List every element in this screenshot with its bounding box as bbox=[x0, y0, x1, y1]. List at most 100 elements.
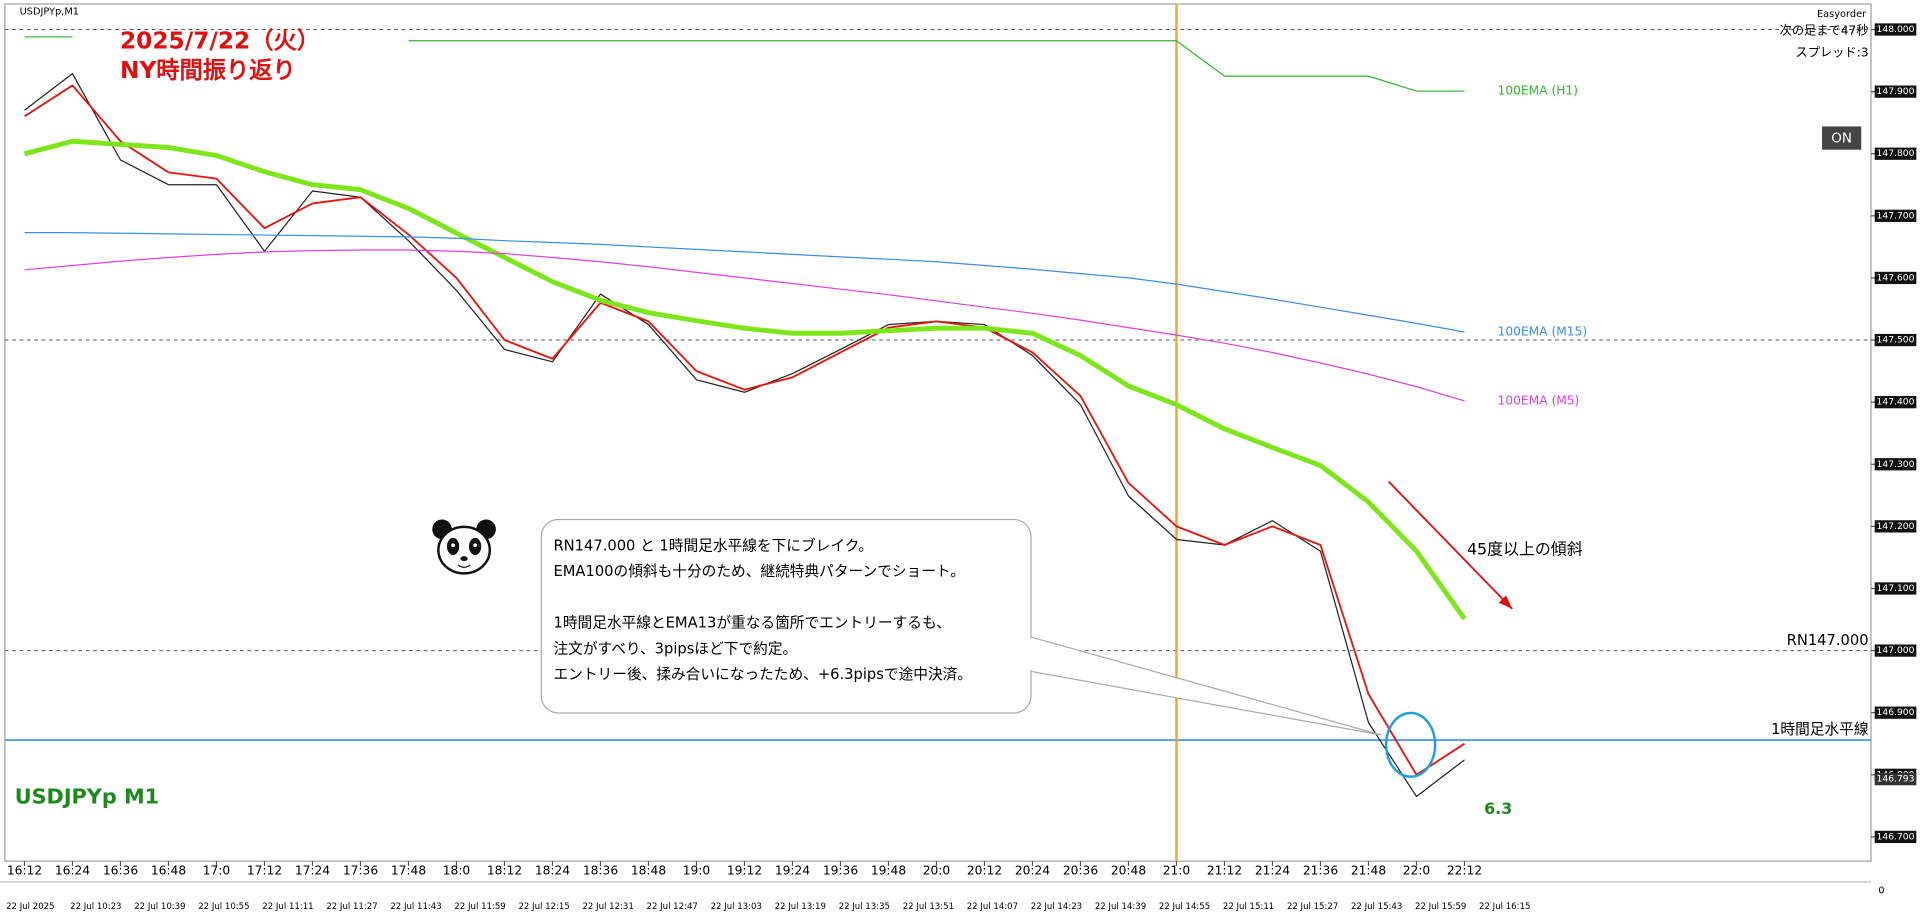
x-tick-label: 21:12 bbox=[1207, 863, 1242, 877]
y-tick-box bbox=[1874, 333, 1917, 347]
y-tick-box bbox=[1874, 396, 1917, 409]
slope-arrow bbox=[1387, 480, 1513, 610]
x-tick-label: 17:12 bbox=[247, 863, 282, 877]
y-tick-label: 147.400 bbox=[1877, 397, 1915, 408]
y-tick-label: 147.100 bbox=[1877, 583, 1915, 594]
note-line: 1時間足水平線とEMA13が重なる箇所でエントリーするも、 bbox=[553, 615, 950, 632]
series-line bbox=[24, 36, 1465, 92]
slope-arrow-head bbox=[1498, 595, 1513, 609]
x-tick-label: 18:24 bbox=[535, 863, 570, 877]
y-tick-box bbox=[1874, 830, 1917, 844]
slope-note: 45度以上の傾斜 bbox=[1467, 540, 1583, 559]
sub-axis-zero: 0 bbox=[1878, 886, 1884, 897]
series-label: 100EMA (M5) bbox=[1498, 393, 1580, 407]
x-tick-label: 16:24 bbox=[55, 863, 90, 877]
last-price-box bbox=[1874, 773, 1917, 786]
x-tick-label: 21:24 bbox=[1255, 863, 1290, 877]
date-label: 22 Jul 13:51 bbox=[903, 902, 954, 912]
panda-icon bbox=[432, 519, 496, 575]
date-label: 22 Jul 14:23 bbox=[1031, 902, 1082, 912]
date-label: 22 Jul 10:39 bbox=[134, 902, 185, 912]
y-tick-box bbox=[1874, 520, 1917, 533]
series-line bbox=[24, 231, 1465, 333]
y-tick-label: 146.900 bbox=[1877, 707, 1915, 718]
note-line: EMA100の傾斜も十分のため、継続特典パターンでショート。 bbox=[553, 563, 965, 580]
x-tick-label: 16:48 bbox=[151, 863, 186, 877]
x-tick-label: 20:36 bbox=[1063, 863, 1098, 877]
date-label: 22 Jul 11:59 bbox=[454, 902, 505, 912]
y-tick-label: 147.000 bbox=[1877, 645, 1915, 656]
x-tick-label: 18:48 bbox=[631, 863, 666, 877]
y-tick-box bbox=[1874, 644, 1917, 657]
date-label: 22 Jul 14:55 bbox=[1159, 902, 1210, 912]
date-label: 22 Jul 10:23 bbox=[70, 902, 121, 912]
y-tick-label: 147.500 bbox=[1877, 335, 1915, 346]
x-tick-label: 17:48 bbox=[391, 863, 426, 877]
callout-box bbox=[540, 518, 1032, 714]
note-line: 注文がすべり、3pipsほど下で約定。 bbox=[553, 640, 797, 657]
date-label: 22 Jul 14:07 bbox=[967, 902, 1018, 912]
x-tick-label: 21:36 bbox=[1303, 863, 1338, 877]
series-line bbox=[23, 138, 1467, 621]
date-label: 22 Jul 15:11 bbox=[1223, 902, 1274, 912]
x-tick-label: 20:12 bbox=[967, 863, 1002, 877]
x-tick-label: 22:0 bbox=[1403, 863, 1430, 877]
date-label: 22 Jul 14:39 bbox=[1095, 902, 1146, 912]
date-label: 22 Jul 10:55 bbox=[198, 902, 249, 912]
y-tick-label: 147.800 bbox=[1877, 148, 1915, 159]
y-tick-box bbox=[1874, 582, 1917, 595]
date-label: 22 Jul 13:35 bbox=[839, 902, 890, 912]
date-label: 22 Jul 11:43 bbox=[390, 902, 441, 912]
date-label: 22 Jul 12:47 bbox=[647, 902, 698, 912]
y-tick-label: 146.700 bbox=[1877, 831, 1915, 842]
series-label: 100EMA (M15) bbox=[1498, 324, 1588, 338]
series-label: 100EMA (H1) bbox=[1498, 83, 1578, 97]
x-tick-label: 21:48 bbox=[1351, 863, 1386, 877]
date-label: 22 Jul 12:31 bbox=[582, 902, 633, 912]
title-line: 2025/7/22（火） bbox=[120, 27, 320, 54]
y-tick-box bbox=[1874, 271, 1917, 285]
on-button[interactable] bbox=[1822, 126, 1862, 150]
date-label: 22 Jul 13:03 bbox=[711, 902, 762, 912]
x-tick-label: 19:48 bbox=[871, 863, 906, 877]
date-label: 22 Jul 2025 bbox=[6, 902, 54, 912]
y-tick-box bbox=[1874, 209, 1917, 222]
x-tick-label: 16:12 bbox=[7, 863, 42, 877]
date-label: 22 Jul 12:15 bbox=[518, 902, 569, 912]
symbol-label: USDJPYp M1 bbox=[15, 784, 159, 808]
x-tick-label: 18:12 bbox=[487, 863, 522, 877]
date-label: 22 Jul 15:43 bbox=[1351, 902, 1402, 912]
x-tick-label: 21:0 bbox=[1163, 863, 1190, 877]
result-pips: 6.3 bbox=[1484, 799, 1512, 818]
x-tick-label: 18:36 bbox=[583, 863, 618, 877]
note-line: RN147.000 と 1時間足水平線を下にブレイク。 bbox=[553, 536, 872, 554]
date-label: 22 Jul 11:27 bbox=[326, 902, 377, 912]
spread: スプレッド:3 bbox=[1795, 45, 1868, 59]
x-tick-label: 19:24 bbox=[775, 863, 810, 877]
date-label: 22 Jul 11:11 bbox=[262, 902, 313, 912]
x-tick-label: 17:36 bbox=[343, 863, 378, 877]
x-tick-label: 19:36 bbox=[823, 863, 858, 877]
on-button-label[interactable]: ON bbox=[1831, 132, 1852, 147]
title-line: NY時間振り返り bbox=[120, 57, 296, 84]
date-label: 22 Jul 13:19 bbox=[775, 902, 826, 912]
x-tick-label: 19:0 bbox=[683, 863, 710, 877]
x-tick-label: 19:12 bbox=[727, 863, 762, 877]
y-tick-box bbox=[1874, 23, 1917, 36]
y-tick-box bbox=[1874, 147, 1917, 160]
y-tick-label: 147.900 bbox=[1877, 86, 1915, 97]
x-tick-label: 18:0 bbox=[443, 863, 470, 877]
date-label: 22 Jul 15:27 bbox=[1287, 902, 1338, 912]
y-tick-box bbox=[1874, 85, 1917, 98]
plot-frame bbox=[4, 3, 1872, 862]
y-tick-label: 147.200 bbox=[1877, 521, 1915, 532]
y-tick-label: 147.700 bbox=[1877, 210, 1915, 221]
y-tick-box bbox=[1874, 706, 1917, 719]
series-line bbox=[24, 249, 1465, 402]
note-line: エントリー後、揉み合いになったため、+6.3pipsで途中決済。 bbox=[553, 666, 972, 683]
x-tick-label: 22:12 bbox=[1447, 863, 1482, 877]
window-title: USDJPYp,M1 bbox=[20, 6, 79, 17]
x-tick-label: 17:24 bbox=[295, 863, 330, 877]
